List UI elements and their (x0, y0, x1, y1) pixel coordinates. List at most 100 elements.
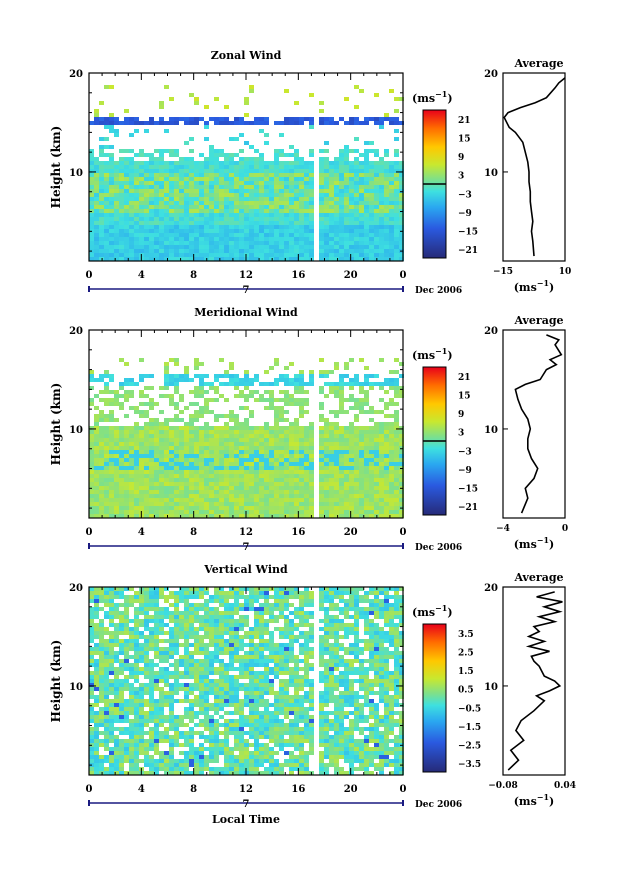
heatmap-cell (394, 410, 399, 414)
heatmap-cell (304, 205, 309, 209)
heatmap-cell (304, 599, 309, 603)
heatmap-cell (399, 502, 404, 506)
heatmap-cell (394, 418, 399, 422)
heatmap-cell (104, 643, 109, 647)
heatmap-cell (184, 205, 189, 209)
heatmap-cell (99, 470, 104, 474)
heatmap-cell (269, 233, 274, 237)
heatmap-cell (269, 181, 274, 185)
heatmap-cell (324, 490, 329, 494)
heatmap-cell (379, 193, 384, 197)
heatmap-cell (149, 442, 154, 446)
heatmap-cell (219, 474, 224, 478)
heatmap-cell (249, 502, 254, 506)
heatmap-cell (349, 245, 354, 249)
heatmap-cell (194, 185, 199, 189)
heatmap-cell (384, 659, 389, 663)
heatmap-cell (249, 651, 254, 655)
heatmap-cell (209, 165, 214, 169)
heatmap-cell (324, 607, 329, 611)
heatmap-cell (134, 474, 139, 478)
heatmap-cell (194, 225, 199, 229)
heatmap-cell (184, 157, 189, 161)
heatmap-cell (179, 117, 184, 121)
heatmap-cell (114, 510, 119, 514)
heatmap-cell (179, 426, 184, 430)
heatmap-cell (329, 510, 334, 514)
heatmap-cell (389, 446, 394, 450)
heatmap-cell (254, 434, 259, 438)
heatmap-cell (229, 414, 234, 418)
heatmap-cell (224, 603, 229, 607)
heatmap-cell (169, 153, 174, 157)
heatmap-cell (169, 635, 174, 639)
heatmap-cell (169, 494, 174, 498)
heatmap-cell (199, 253, 204, 257)
heatmap-cell (324, 470, 329, 474)
heatmap-cell (99, 450, 104, 454)
heatmap-cell (374, 647, 379, 651)
heatmap-cell (234, 161, 239, 165)
heatmap-cell (179, 663, 184, 667)
heatmap-cell (284, 217, 289, 221)
heatmap-cell (174, 659, 179, 663)
heatmap-cell (379, 189, 384, 193)
heatmap-cell (134, 217, 139, 221)
heatmap-cell (134, 663, 139, 667)
heatmap-cell (164, 237, 169, 241)
heatmap-cell (194, 241, 199, 245)
heatmap-cell (354, 603, 359, 607)
heatmap-cell (384, 494, 389, 498)
colorbar-tick-label: 15 (458, 135, 471, 145)
heatmap-cell (169, 627, 174, 631)
heatmap-cell (359, 161, 364, 165)
heatmap-cell (124, 237, 129, 241)
heatmap-cell (324, 514, 329, 518)
heatmap-cell (159, 502, 164, 506)
heatmap-cell (229, 177, 234, 181)
heatmap-cell (304, 458, 309, 462)
heatmap-cell (344, 667, 349, 671)
heatmap-cell (104, 651, 109, 655)
heatmap-cell (324, 635, 329, 639)
heatmap-cell (149, 647, 154, 651)
heatmap-cell (304, 165, 309, 169)
heatmap-cell (294, 213, 299, 217)
heatmap-cell (329, 599, 334, 603)
heatmap-cell (239, 209, 244, 213)
heatmap-cell (384, 221, 389, 225)
heatmap-cell (209, 450, 214, 454)
heatmap-cell (274, 229, 279, 233)
heatmap-cell (289, 667, 294, 671)
heatmap-cell (219, 225, 224, 229)
heatmap-cell (359, 434, 364, 438)
heatmap-cell (234, 458, 239, 462)
heatmap-cell (229, 213, 234, 217)
heatmap-cell (219, 591, 224, 595)
heatmap-cell (259, 121, 264, 125)
heatmap-cell (209, 434, 214, 438)
heatmap-cell (264, 205, 269, 209)
heatmap-cell (144, 494, 149, 498)
heatmap-cell (369, 631, 374, 635)
heatmap-cell (274, 486, 279, 490)
heatmap-cell (149, 639, 154, 643)
heatmap-cell (319, 510, 324, 514)
heatmap-cell (289, 506, 294, 510)
heatmap-cell (119, 209, 124, 213)
heatmap-cell (179, 225, 184, 229)
heatmap-cell (389, 225, 394, 229)
heatmap-cell (124, 470, 129, 474)
heatmap-cell (149, 386, 154, 390)
heatmap-cell (294, 498, 299, 502)
heatmap-cell (139, 603, 144, 607)
heatmap-cell (319, 217, 324, 221)
heatmap-cell (364, 153, 369, 157)
heatmap-cell (159, 474, 164, 478)
heatmap-cell (354, 478, 359, 482)
heatmap-cell (174, 635, 179, 639)
heatmap-cell (324, 189, 329, 193)
heatmap-cell (284, 667, 289, 671)
heatmap-cell (379, 213, 384, 217)
heatmap-cell (249, 237, 254, 241)
